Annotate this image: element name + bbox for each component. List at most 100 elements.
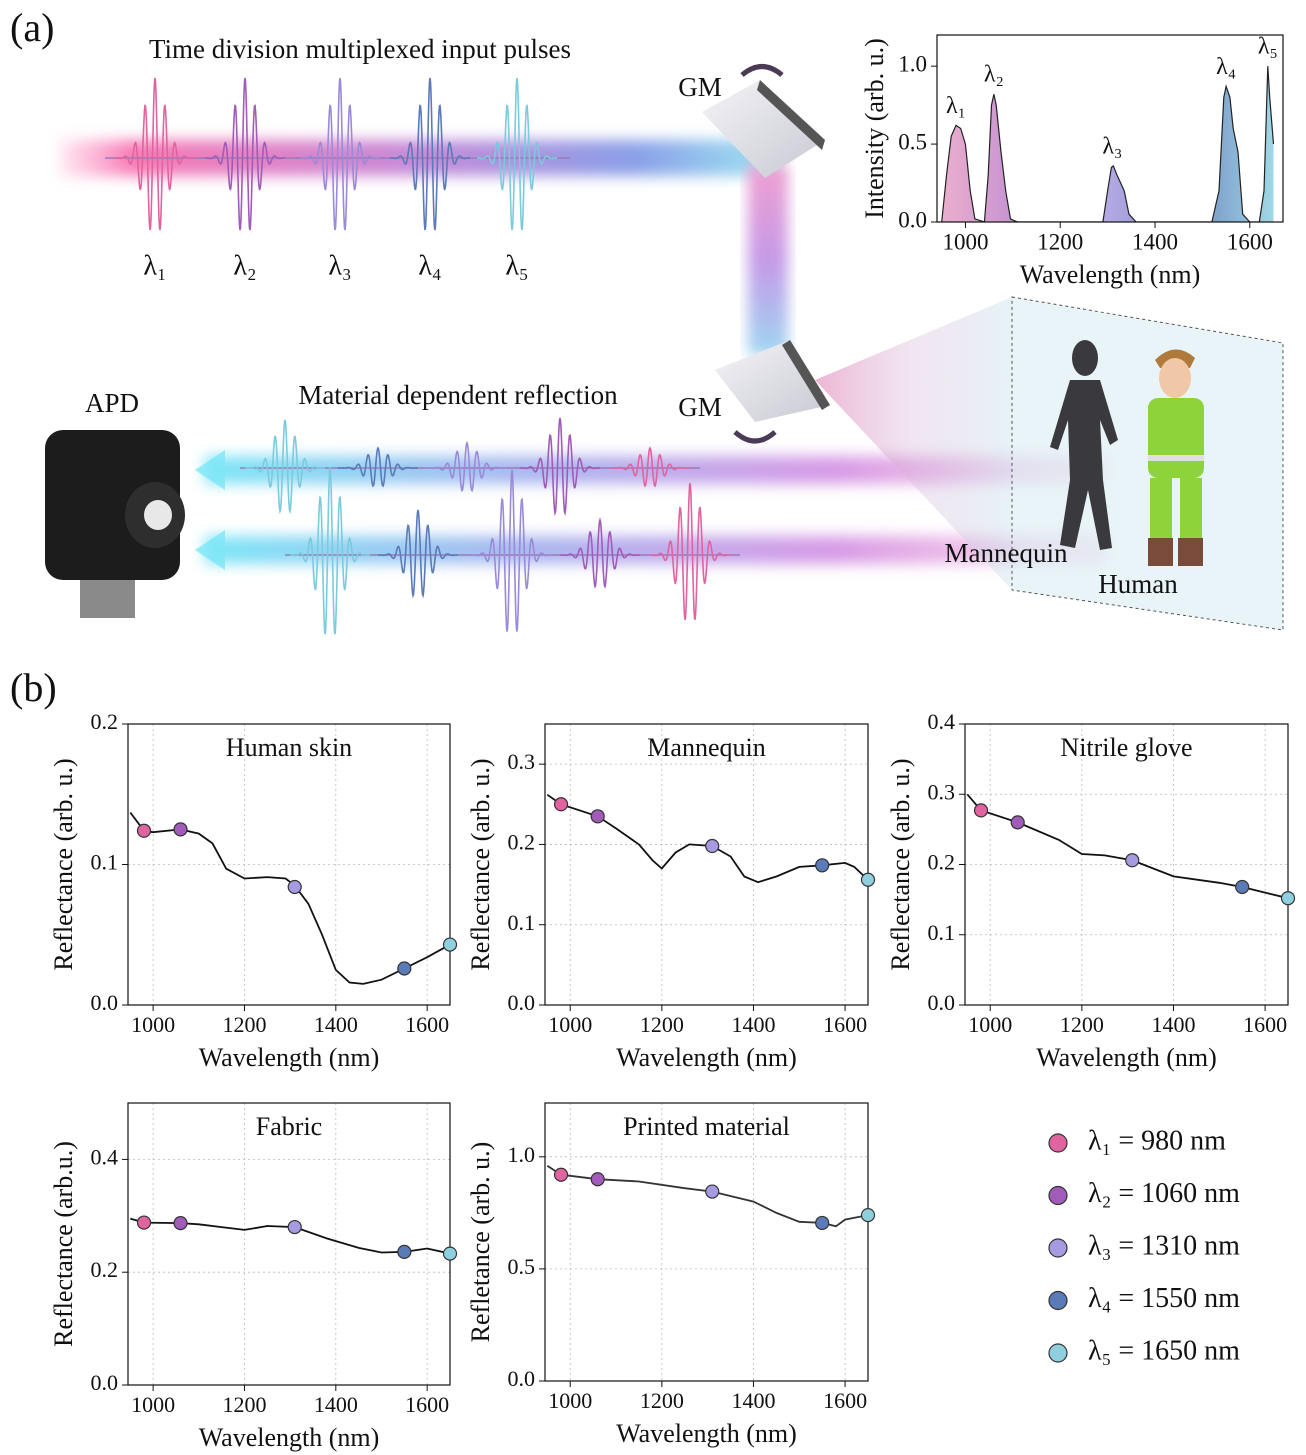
arrow-head [195, 530, 225, 570]
pulse [290, 466, 370, 635]
plot-frame [936, 34, 1284, 223]
y-axis-label: Intensity (arb. u.) [860, 38, 889, 219]
pulse [300, 77, 380, 231]
peak-label: λ₁ [946, 93, 966, 119]
marker [136, 823, 152, 838]
mannequin-figure [1050, 340, 1118, 550]
y-tick-label: 0.1 [91, 850, 119, 875]
x-tick-label: 1000 [131, 1012, 175, 1037]
y-tick-label: 0.1 [928, 920, 956, 945]
y-tick-label: 0.0 [898, 207, 927, 232]
peak-label: λ₄ [1216, 54, 1236, 80]
pulse [205, 77, 285, 231]
chart: 0.0 0.2 0.4 1000 1200 1400 1600 Fabric Wavelengt… [49, 1102, 458, 1452]
pulse [115, 77, 195, 231]
plot-frame [127, 1102, 451, 1386]
x-tick-label: 1600 [1243, 1012, 1287, 1037]
y-axis-label: Refletance (arb. u.) [466, 1142, 495, 1343]
pulse-label: λ₃ [328, 250, 351, 281]
pulse-label: λ₂ [233, 250, 256, 281]
x-axis-label: Wavelength (nm) [199, 1043, 380, 1072]
human-label: Human [1098, 569, 1178, 599]
legend-label: λ₃ = 1310 nm [1088, 1230, 1240, 1261]
pulse-label: λ₄ [418, 250, 441, 281]
chart-title: Human skin [226, 733, 352, 762]
apd-label: APD [85, 388, 139, 418]
gm-label: GM [678, 72, 722, 102]
peak-label: λ₂ [984, 62, 1004, 88]
x-tick-label: 1600 [405, 1392, 449, 1417]
reflection-title: Material dependent reflection [298, 380, 618, 410]
y-axis-label: Reflectance (arb. u.) [49, 758, 78, 970]
y-tick-label: 0.3 [928, 779, 956, 804]
marker [442, 1246, 458, 1261]
y-axis-label: Reflectance (arb. u.) [886, 758, 915, 970]
chart-title: Fabric [256, 1112, 322, 1141]
rotation-arrow [740, 64, 784, 77]
x-tick-label: 1200 [222, 1392, 266, 1417]
chart: 0.0 0.5 1.0 1000 1200 1400 1600 Printed materia… [466, 1102, 876, 1448]
x-tick-label: 1200 [1060, 1012, 1104, 1037]
mannequin-label: Mannequin [945, 538, 1068, 568]
marker [173, 822, 188, 837]
marker [860, 1207, 876, 1223]
marker [860, 872, 876, 887]
marker [705, 1184, 720, 1199]
x-tick-label: 1200 [640, 1012, 684, 1037]
pulse [650, 482, 730, 621]
pulse [477, 77, 557, 231]
y-axis-label: Reflectance (arb. u.) [466, 758, 495, 970]
y-tick-label: 0.0 [508, 990, 536, 1015]
line [941, 66, 1275, 222]
pulse [427, 440, 507, 493]
y-tick-label: 0.0 [91, 1370, 119, 1395]
pulse-label: λ₁ [143, 250, 166, 281]
pulses [105, 77, 740, 635]
marker [1280, 891, 1296, 906]
legend-swatch [1048, 1343, 1068, 1363]
line [129, 811, 450, 985]
panel-label: (b) [10, 665, 57, 710]
y-axis-label: Reflectance (arb.u.) [49, 1141, 78, 1347]
legend-label: λ₄ = 1550 nm [1088, 1283, 1240, 1314]
legend-swatch [1048, 1238, 1068, 1258]
y-tick-label: 1.0 [508, 1142, 536, 1167]
marker [553, 1167, 569, 1182]
marker [136, 1215, 152, 1230]
x-tick-label: 1000 [131, 1392, 175, 1417]
rotation-arrow [733, 430, 777, 444]
marker [397, 961, 412, 976]
illustration [45, 64, 1284, 631]
marker [442, 937, 458, 952]
marker [397, 1244, 412, 1259]
y-tick-label: 0.5 [508, 1254, 536, 1279]
pulse [520, 417, 600, 517]
human-figure [1148, 349, 1204, 566]
x-tick-label: 1400 [314, 1392, 358, 1417]
chart: 0.0 0.1 0.2 1000 1200 1400 1600 Human skin Wavel… [49, 709, 458, 1072]
marker [973, 803, 989, 818]
marker [173, 1216, 188, 1231]
mirror [702, 80, 825, 178]
y-tick-label: 0.4 [928, 709, 956, 734]
vertical-beam [748, 165, 788, 355]
x-tick-label: 1600 [823, 1388, 867, 1413]
x-tick-label: 1400 [314, 1012, 358, 1037]
legend-swatch [1048, 1185, 1068, 1206]
x-tick-label: 1600 [823, 1012, 867, 1037]
marker [1010, 815, 1025, 830]
x-tick-label: 1000 [968, 1012, 1012, 1037]
pulse [245, 419, 325, 515]
legend-swatch [1048, 1290, 1068, 1311]
x-tick-label: 1400 [1132, 229, 1178, 254]
x-tick-label: 1600 [405, 1012, 449, 1037]
x-tick-label: 1000 [548, 1012, 592, 1037]
y-tick-label: 1.0 [898, 51, 927, 76]
chart-title: Nitrile glove [1060, 733, 1192, 762]
panel-label: (a) [10, 5, 54, 50]
x-axis-label: Wavelength (nm) [199, 1423, 380, 1452]
marker [287, 1219, 302, 1235]
x-axis-label: Wavelength (nm) [616, 1419, 797, 1448]
pulse [378, 509, 458, 599]
